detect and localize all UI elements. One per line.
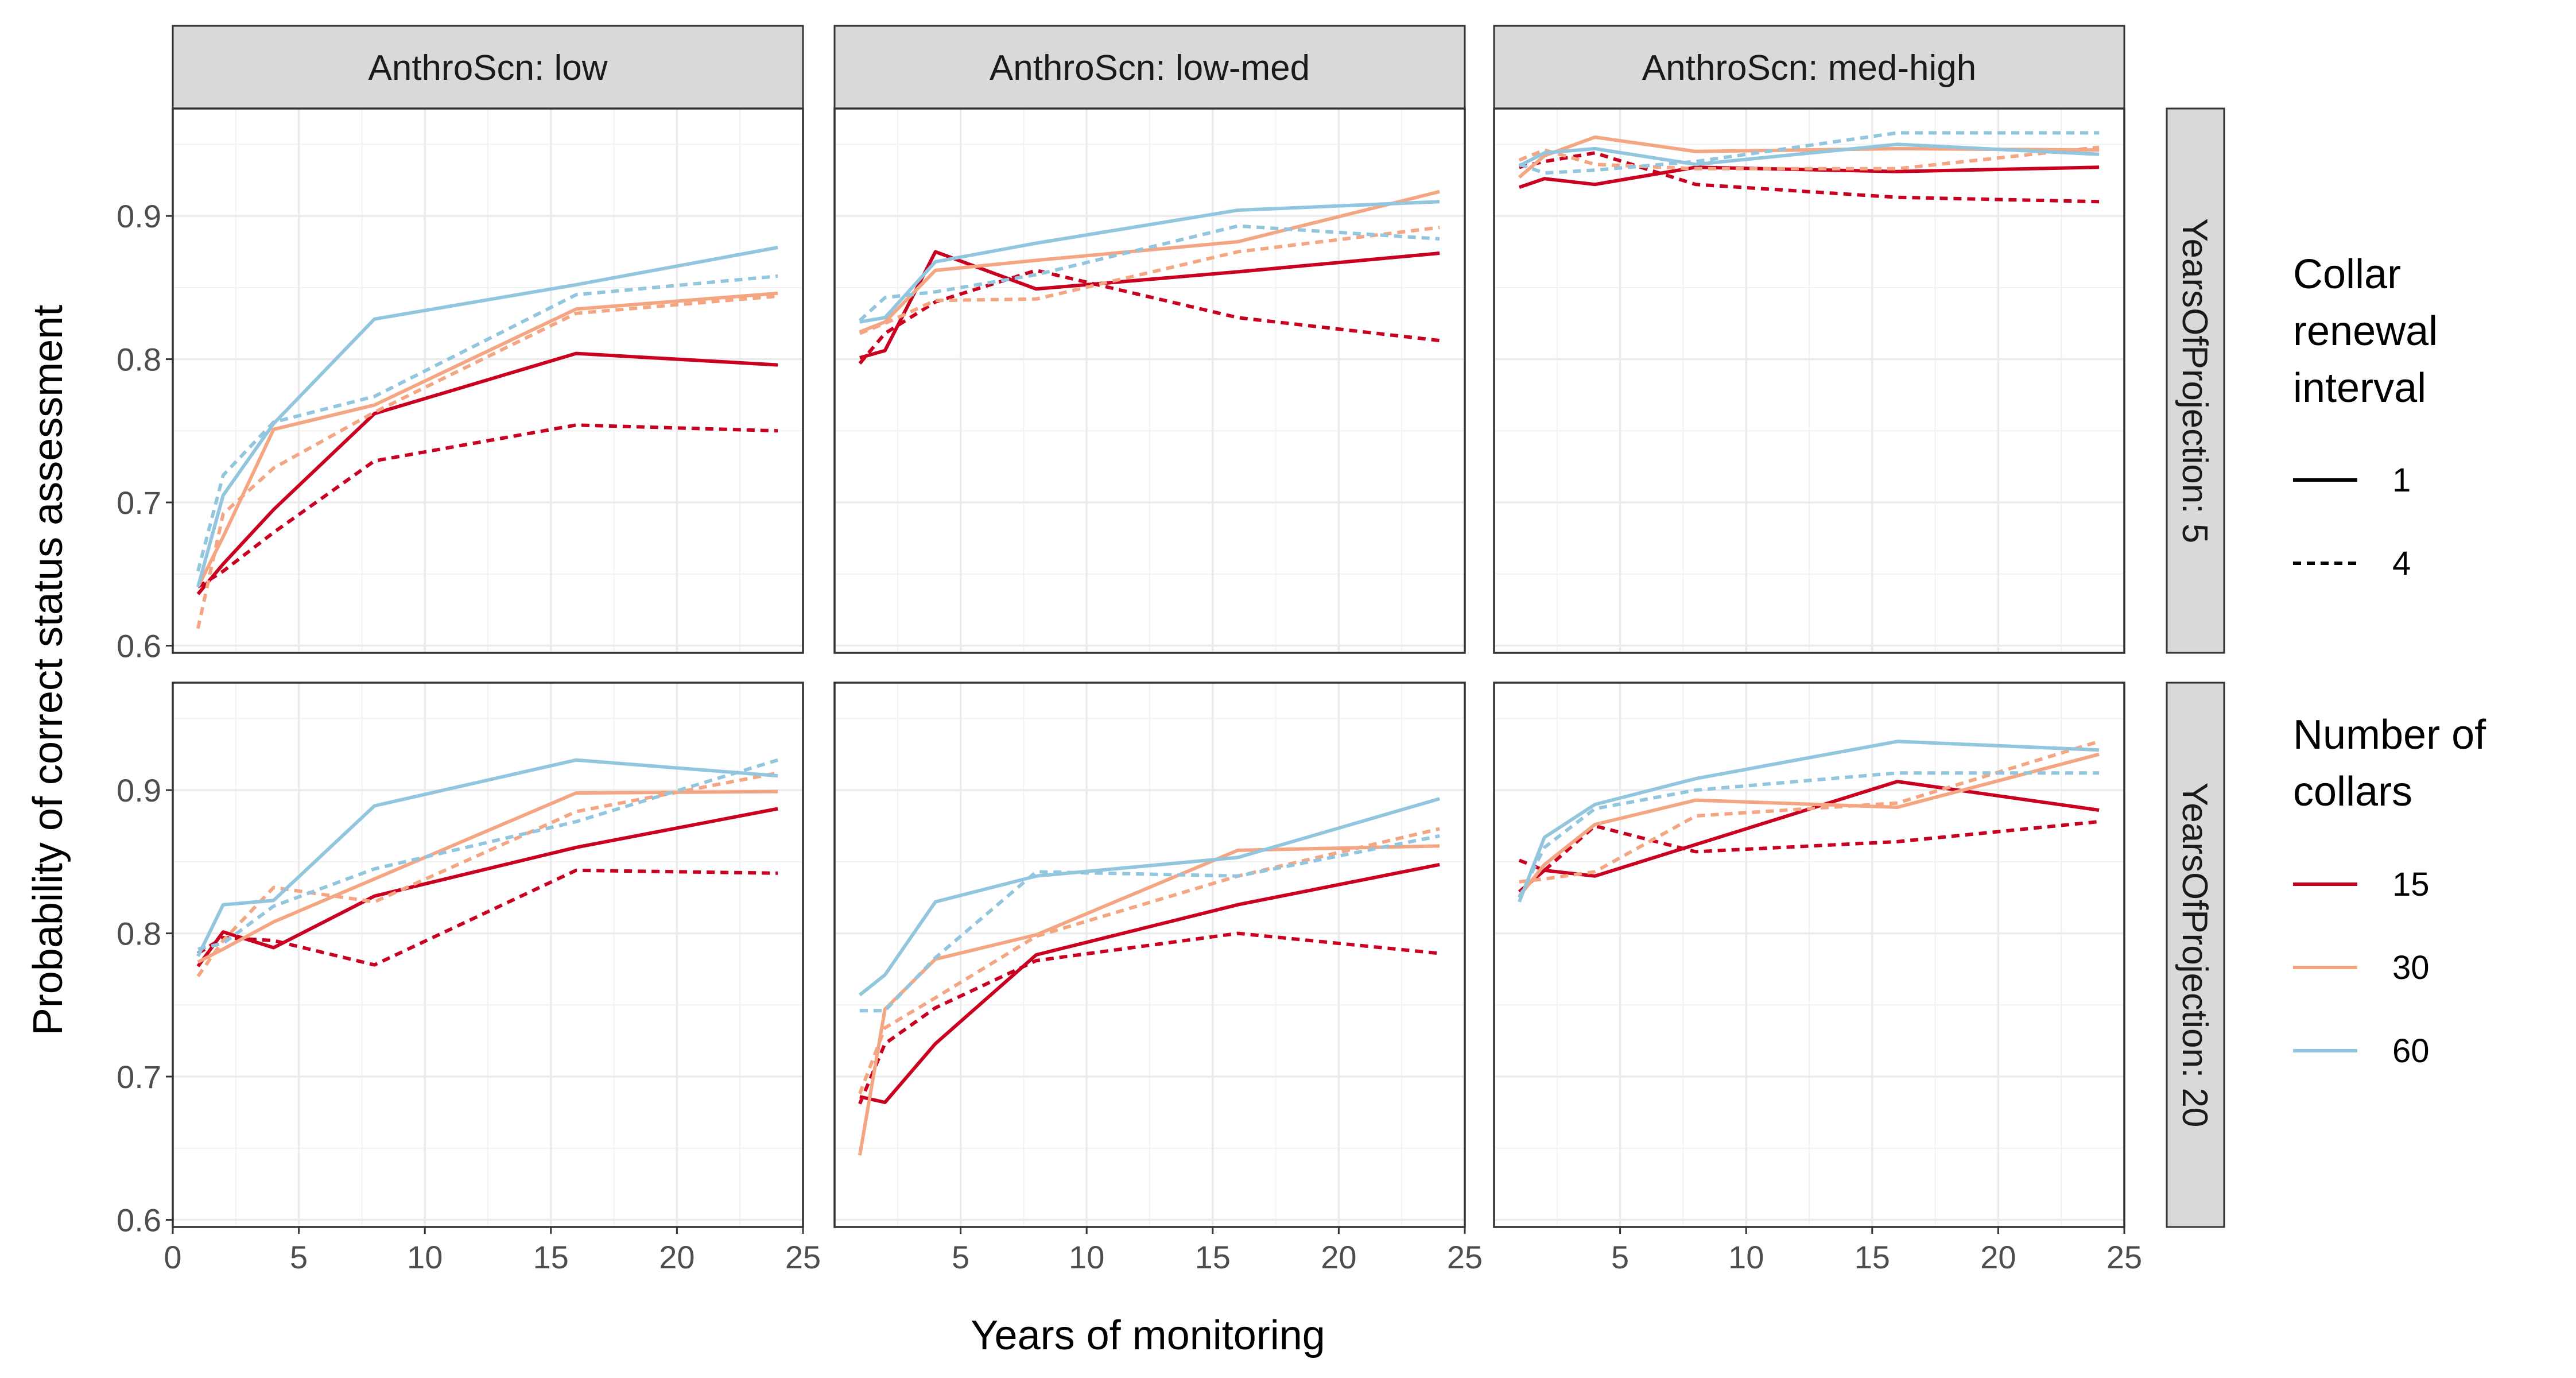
x-tick-label: 10 xyxy=(1728,1239,1764,1275)
x-tick-label: 20 xyxy=(1980,1239,2016,1275)
series-line-30-collars-interval-1 xyxy=(196,291,778,588)
series-line-30-collars-interval-4 xyxy=(196,771,778,978)
series-line-15-collars-interval-1 xyxy=(1518,780,2100,893)
panel-border xyxy=(1493,682,2125,1228)
series-line-15-collars-interval-1 xyxy=(196,351,778,595)
y-tick-label: 0.7 xyxy=(117,1059,161,1095)
series-line-30-collars-interval-1 xyxy=(859,189,1440,334)
facet-strip-col-2 xyxy=(1493,25,2125,110)
legend-label-collars-60: 60 xyxy=(2392,1032,2430,1070)
series-line-60-collars-interval-4 xyxy=(859,834,1440,1013)
series-line-30-collars-interval-4 xyxy=(858,827,1440,1095)
x-tick-label: 15 xyxy=(533,1239,569,1275)
panel-border xyxy=(1493,107,2125,654)
series-line-30-collars-interval-1 xyxy=(197,789,778,964)
axes: 0.6 0.7 0.8 0.9 0.6 0.7 0.8 0.9 0 5 10 15 20 25 5 10 15 2… xyxy=(117,198,2142,1275)
y-tick-label: 0.9 xyxy=(117,198,161,234)
panel-r1-c0 xyxy=(172,682,804,1228)
y-axis-title: Probability of correct status assessment xyxy=(25,305,71,1036)
facet-strip-col-1 xyxy=(833,25,1466,110)
series-line-30-collars-interval-1 xyxy=(1518,135,2100,179)
series-line-15-collars-interval-4 xyxy=(1519,151,2100,204)
series-line-60-collars-interval-4 xyxy=(858,224,1440,322)
panel-border xyxy=(833,107,1466,654)
legend-title-linetype: Collar xyxy=(2293,251,2401,297)
legend-label-interval-4: 4 xyxy=(2392,545,2411,582)
plot-panels: AnthroScn: low AnthroScn: low-med AnthroSc… xyxy=(172,25,2225,1228)
panel-r1-c2 xyxy=(1493,682,2125,1228)
series-line-15-collars-interval-4 xyxy=(858,268,1440,365)
x-tick-label: 15 xyxy=(1195,1239,1231,1275)
facet-strip-row-0 xyxy=(2166,107,2225,654)
x-tick-label: 20 xyxy=(659,1239,695,1275)
series-line-15-collars-interval-1 xyxy=(859,250,1440,359)
panel-r0-c1 xyxy=(833,107,1466,654)
x-axis-title: Years of monitoring xyxy=(971,1313,1325,1358)
series-line-15-collars-interval-1 xyxy=(196,807,778,967)
legend: Collar renewal interval 1 4 Number of collars 1… xyxy=(2293,251,2486,1070)
legend-title-linetype: renewal xyxy=(2293,308,2438,354)
series-line-60-collars-interval-4 xyxy=(196,274,778,572)
series-line-30-collars-interval-1 xyxy=(858,844,1440,1156)
legend-label-collars-15: 15 xyxy=(2392,866,2430,903)
legend-label-interval-1: 1 xyxy=(2392,462,2411,499)
panel-r0-c2 xyxy=(1493,107,2125,654)
panel-r0-c0 xyxy=(172,107,804,654)
facet-strip-row-1 xyxy=(2166,682,2225,1228)
series-line-15-collars-interval-4 xyxy=(1518,820,2100,872)
facet-label-col-0: AnthroScn: low xyxy=(368,48,608,88)
facet-label-col-2: AnthroScn: med-high xyxy=(1642,48,1976,88)
panel-r1-c1 xyxy=(833,682,1466,1228)
y-tick-label: 0.8 xyxy=(117,916,161,952)
series-line-60-collars-interval-1 xyxy=(1518,142,2100,168)
y-tick-label: 0.6 xyxy=(117,628,161,664)
series-line-60-collars-interval-1 xyxy=(196,758,778,957)
legend-title-collars: collars xyxy=(2293,769,2412,815)
x-tick-label: 5 xyxy=(952,1239,969,1275)
series-line-60-collars-interval-1 xyxy=(1518,740,2100,903)
y-tick-label: 0.6 xyxy=(117,1202,161,1238)
series-line-30-collars-interval-1 xyxy=(1518,752,2100,897)
panel-border xyxy=(833,682,1466,1228)
series-line-60-collars-interval-4 xyxy=(1518,131,2100,175)
series-line-60-collars-interval-1 xyxy=(859,200,1440,324)
series-line-60-collars-interval-1 xyxy=(859,797,1440,997)
x-tick-label: 5 xyxy=(1611,1239,1629,1275)
x-tick-label: 25 xyxy=(785,1239,821,1275)
series-line-60-collars-interval-1 xyxy=(196,246,778,587)
panel-border xyxy=(172,107,804,654)
x-tick-label: 20 xyxy=(1321,1239,1356,1275)
legend-title-collars: Number of xyxy=(2293,712,2486,758)
y-tick-label: 0.7 xyxy=(117,485,161,521)
x-tick-label: 25 xyxy=(2106,1239,2142,1275)
facet-label-row-1: YearsOfProjection: 20 xyxy=(2175,783,2214,1128)
x-tick-label: 0 xyxy=(164,1239,181,1275)
series-line-15-collars-interval-4 xyxy=(197,423,778,589)
x-tick-label: 10 xyxy=(407,1239,443,1275)
series-line-15-collars-interval-1 xyxy=(859,862,1440,1104)
y-tick-label: 0.8 xyxy=(117,342,161,378)
facet-strip-col-0 xyxy=(172,25,804,110)
facet-label-col-1: AnthroScn: low-med xyxy=(990,48,1310,88)
legend-title-linetype: interval xyxy=(2293,365,2426,411)
x-tick-label: 5 xyxy=(290,1239,308,1275)
series-line-15-collars-interval-1 xyxy=(1518,165,2100,189)
x-tick-label: 25 xyxy=(1447,1239,1483,1275)
x-tick-label: 15 xyxy=(1855,1239,1890,1275)
y-tick-label: 0.9 xyxy=(117,772,161,808)
series-line-60-collars-interval-4 xyxy=(197,758,778,951)
series-line-60-collars-interval-4 xyxy=(1518,771,2100,899)
series-line-15-collars-interval-4 xyxy=(858,931,1440,1105)
x-tick-label: 10 xyxy=(1069,1239,1104,1275)
facet-label-row-0: YearsOfProjection: 5 xyxy=(2175,218,2214,543)
panel-border xyxy=(172,682,804,1228)
series-line-30-collars-interval-4 xyxy=(1519,740,2100,884)
legend-label-collars-30: 30 xyxy=(2392,949,2430,986)
series-line-30-collars-interval-4 xyxy=(196,294,778,629)
